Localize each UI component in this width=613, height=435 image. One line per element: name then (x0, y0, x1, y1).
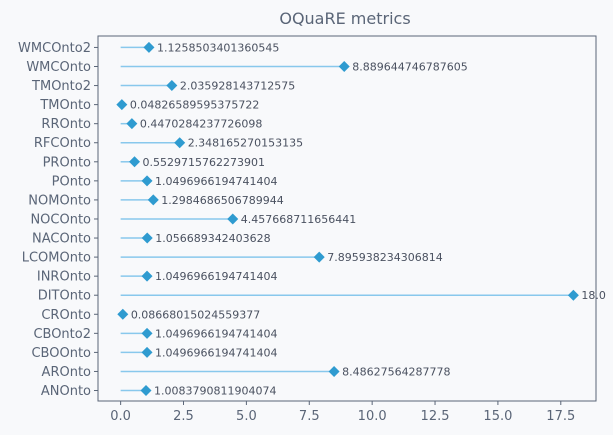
y-tick-label: ANOnto (41, 384, 91, 399)
diamond-marker (116, 99, 128, 111)
value-label: 1.1258503401360545 (157, 41, 279, 54)
y-tick-label: NOCOnto (30, 212, 91, 227)
value-label: 7.895938234306814 (327, 251, 442, 264)
data-labels: 1.1258503401360545 8.889644746787605 2.035… (130, 41, 606, 397)
value-label: 0.04826589595375722 (130, 99, 259, 112)
y-tick-label: POnto (52, 174, 91, 189)
diamond-marker (313, 251, 325, 263)
diamond-marker (117, 308, 129, 320)
x-tick-label: 0.0 (110, 409, 131, 424)
diamond-marker (141, 346, 153, 358)
y-tick-label: PROnto (43, 155, 91, 170)
y-tick-label: CBOOnto (31, 346, 91, 361)
y-tick-label: RFCOnto (34, 136, 91, 151)
value-label: 1.0496966194741404 (155, 175, 277, 188)
diamond-marker (126, 118, 138, 130)
diamond-marker (174, 137, 186, 149)
axes: 0.0 2.5 5.0 7.5 10.0 12.5 15.0 17.5 WMCOnto2 WMCO… (18, 35, 597, 424)
diamond-marker (141, 232, 153, 244)
x-tick-label: 10.0 (358, 409, 387, 424)
diamond-marker (166, 80, 178, 92)
stems (120, 46, 574, 392)
y-tick-label: NACOnto (32, 232, 91, 247)
y-tick-label: RROnto (41, 117, 91, 132)
value-label: 0.08668015024559377 (131, 308, 260, 321)
value-label: 1.056689342403628 (155, 232, 270, 245)
value-label: 8.48627564287778 (342, 365, 450, 378)
diamond-marker (338, 60, 350, 72)
value-label: 1.0083790811904074 (154, 385, 276, 398)
diamond-marker (141, 175, 153, 187)
y-tick-label: WMCOnto (26, 60, 91, 75)
x-tick-label: 7.5 (299, 409, 320, 424)
value-label: 0.4470284237726098 (140, 118, 262, 131)
diamond-marker (227, 213, 239, 225)
y-tick-label: INROnto (37, 270, 91, 285)
value-label: 2.035928143712575 (180, 80, 295, 93)
value-label: 8.889644746787605 (352, 60, 467, 73)
diamond-marker (141, 270, 153, 282)
diamond-marker (140, 385, 152, 397)
value-label: 1.0496966194741404 (155, 270, 277, 283)
x-tick-label: 15.0 (483, 409, 512, 424)
x-tick-label: 2.5 (173, 409, 194, 424)
value-label: 4.457668711656441 (241, 213, 356, 226)
diamond-marker (328, 365, 340, 377)
y-tick-label: LCOMOnto (22, 251, 91, 266)
y-tick-label: CBOnto2 (33, 327, 91, 342)
value-label: 18.0 (581, 289, 606, 302)
diamond-marker (143, 41, 155, 53)
value-label: 2.348165270153135 (188, 137, 303, 150)
diamond-marker (129, 156, 141, 168)
diamond-marker (147, 194, 159, 206)
value-label: 1.0496966194741404 (155, 327, 277, 340)
x-tick-label: 5.0 (236, 409, 257, 424)
diamond-marker (141, 327, 153, 339)
markers (116, 41, 579, 397)
value-label: 0.5529715762273901 (143, 156, 265, 169)
value-label: 1.2984686506789944 (161, 194, 283, 207)
y-tick-label: TMOnto (39, 98, 91, 113)
chart-title: OQuaRE metrics (279, 9, 410, 28)
value-label: 1.0496966194741404 (155, 346, 277, 359)
y-tick-label: CROnto (41, 308, 91, 323)
y-tick-label: NOMOnto (28, 193, 91, 208)
diamond-marker (567, 289, 579, 301)
y-tick-label: TMOnto2 (31, 79, 91, 94)
y-tick-label: WMCOnto2 (18, 41, 91, 56)
y-tick-label: DITOnto (38, 289, 91, 304)
x-tick-label: 17.5 (546, 409, 575, 424)
y-tick-label: AROnto (42, 365, 91, 380)
x-tick-label: 12.5 (421, 409, 450, 424)
